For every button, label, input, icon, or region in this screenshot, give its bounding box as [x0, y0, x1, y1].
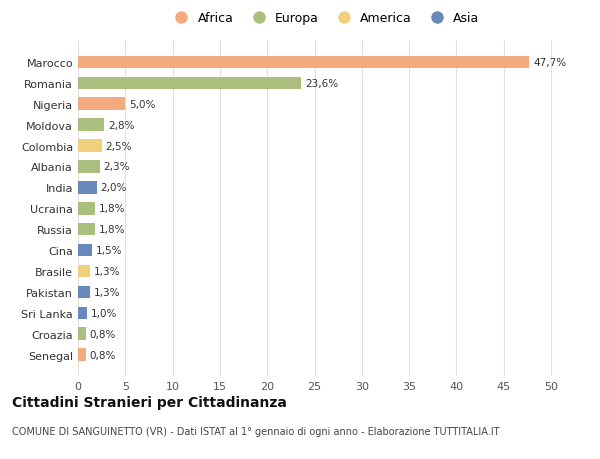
- Text: 1,8%: 1,8%: [99, 225, 125, 235]
- Text: 1,8%: 1,8%: [99, 204, 125, 214]
- Bar: [78, 98, 125, 111]
- Bar: [78, 286, 90, 298]
- Text: 2,5%: 2,5%: [106, 141, 132, 151]
- Text: 0,8%: 0,8%: [89, 350, 116, 360]
- Text: 2,0%: 2,0%: [101, 183, 127, 193]
- Bar: [78, 182, 97, 194]
- Text: 5,0%: 5,0%: [129, 100, 155, 110]
- Bar: [78, 224, 95, 236]
- Legend: Africa, Europa, America, Asia: Africa, Europa, America, Asia: [164, 7, 484, 30]
- Bar: [78, 265, 90, 278]
- Bar: [78, 328, 86, 340]
- Text: 0,8%: 0,8%: [89, 329, 116, 339]
- Text: 1,5%: 1,5%: [96, 246, 122, 256]
- Bar: [78, 202, 95, 215]
- Bar: [78, 349, 86, 361]
- Bar: [78, 119, 104, 132]
- Text: 23,6%: 23,6%: [305, 78, 338, 89]
- Text: 2,8%: 2,8%: [108, 120, 135, 130]
- Bar: [78, 140, 101, 152]
- Text: 2,3%: 2,3%: [104, 162, 130, 172]
- Text: 1,3%: 1,3%: [94, 287, 121, 297]
- Bar: [78, 307, 88, 319]
- Bar: [78, 56, 529, 69]
- Bar: [78, 78, 301, 90]
- Text: 1,3%: 1,3%: [94, 266, 121, 276]
- Text: COMUNE DI SANGUINETTO (VR) - Dati ISTAT al 1° gennaio di ogni anno - Elaborazion: COMUNE DI SANGUINETTO (VR) - Dati ISTAT …: [12, 426, 499, 436]
- Text: 1,0%: 1,0%: [91, 308, 118, 318]
- Text: 47,7%: 47,7%: [533, 58, 566, 68]
- Bar: [78, 244, 92, 257]
- Text: Cittadini Stranieri per Cittadinanza: Cittadini Stranieri per Cittadinanza: [12, 395, 287, 409]
- Bar: [78, 161, 100, 174]
